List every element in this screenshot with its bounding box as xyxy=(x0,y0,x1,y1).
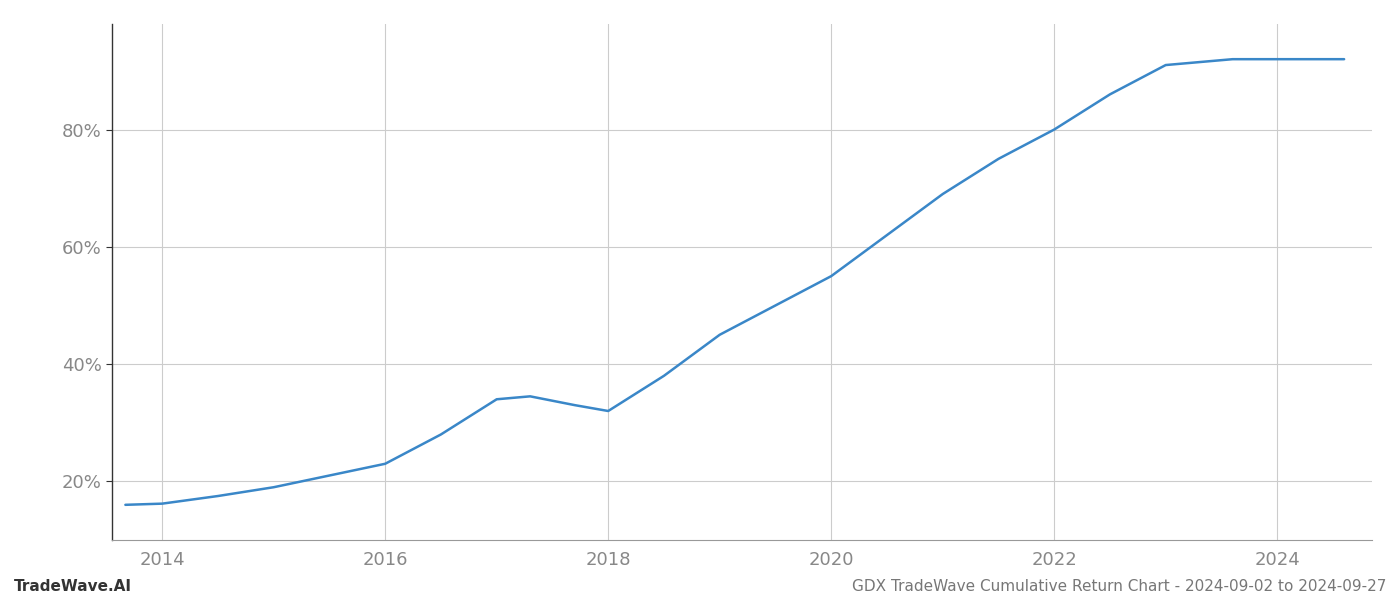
Text: TradeWave.AI: TradeWave.AI xyxy=(14,579,132,594)
Text: GDX TradeWave Cumulative Return Chart - 2024-09-02 to 2024-09-27: GDX TradeWave Cumulative Return Chart - … xyxy=(851,579,1386,594)
